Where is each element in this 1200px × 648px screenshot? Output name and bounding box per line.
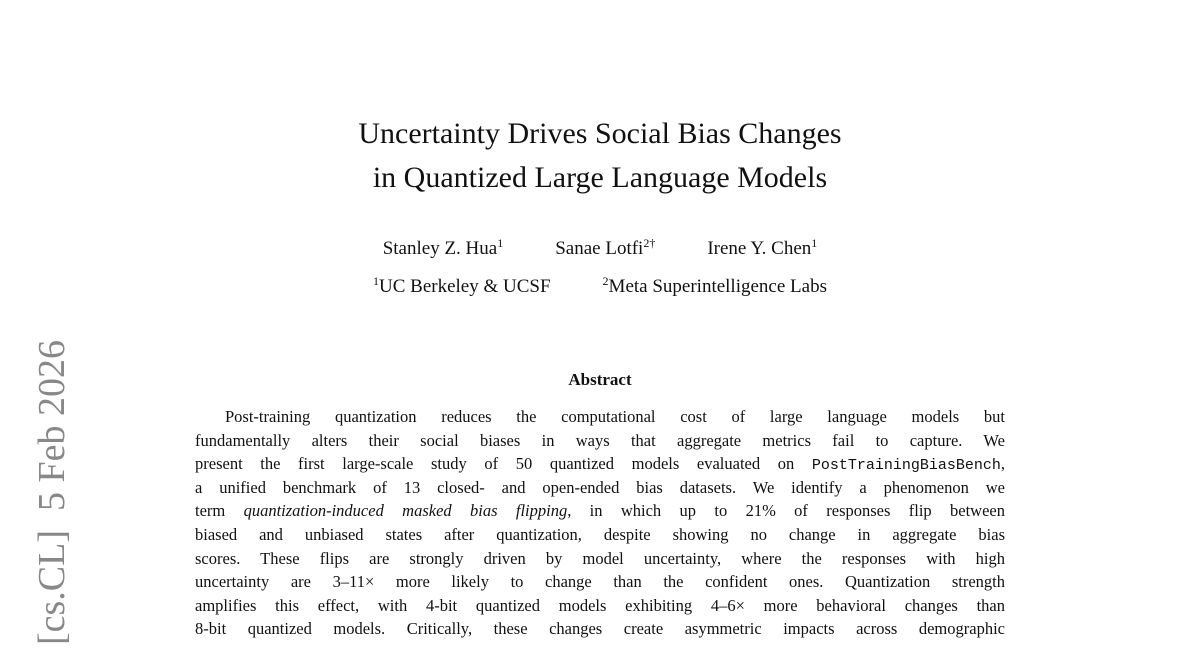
authors: Stanley Z. Hua1 Sanae Lotfi2† Irene Y. Che… xyxy=(0,236,1200,260)
abstract-text: 8-bit quantized models. Critically, thes… xyxy=(195,619,1005,639)
abstract-line: fundamentally alters their social biases… xyxy=(195,429,1005,453)
author: Stanley Z. Hua1 xyxy=(382,236,504,259)
author: Sanae Lotfi2† xyxy=(555,236,656,259)
abstract-text: present the first large-scale study of 5… xyxy=(195,454,812,474)
abstract-line: scores. These flips are strongly driven … xyxy=(195,547,1005,571)
abstract-text: scores. These flips are strongly driven … xyxy=(195,548,1005,568)
abstract-heading: Abstract xyxy=(568,370,632,389)
affiliation-mark: 1 xyxy=(373,274,380,288)
abstract-body: Post-training quantization reduces the c… xyxy=(195,405,1005,641)
author-mark: 2† xyxy=(643,236,656,250)
title-line: in Quantized Large Language Models xyxy=(372,161,828,194)
abstract-text: fundamentally alters their social biases… xyxy=(195,430,1005,450)
abstract-line: 8-bit quantized models. Critically, thes… xyxy=(195,617,1005,641)
abstract-text: , xyxy=(1000,454,1005,474)
abstract-text: Post-training quantization reduces the c… xyxy=(225,407,1005,426)
abstract-line: uncertainty are 3–11× more likely to cha… xyxy=(195,570,1005,594)
affiliation-mark: 2 xyxy=(602,274,609,288)
abstract-text: uncertainty are 3–11× more likely to cha… xyxy=(195,572,1005,592)
abstract-text: quantization-induced masked bias flippin… xyxy=(243,501,568,521)
abstract-line: present the first large-scale study of 5… xyxy=(195,452,1005,476)
affiliation: 2Meta Superintelligence Labs xyxy=(602,274,827,297)
abstract-line: biased and unbiased states after quantiz… xyxy=(195,523,1005,547)
arxiv-stamp: [cs.CL] 5 Feb 2026 xyxy=(31,340,73,645)
abstract-line: a unified benchmark of 13 closed- and op… xyxy=(195,476,1005,500)
abstract-line: Post-training quantization reduces the c… xyxy=(195,405,1005,429)
title: Uncertainty Drives Social Bias Changes i… xyxy=(0,112,1200,200)
abstract-text: , in which up to 21% of responses flip b… xyxy=(567,501,1005,521)
title-line: Uncertainty Drives Social Bias Changes xyxy=(358,117,842,150)
affiliation: 1UC Berkeley & UCSF xyxy=(373,274,551,297)
author-name: Stanley Z. Hua xyxy=(382,238,498,259)
abstract-text: biased and unbiased states after quantiz… xyxy=(195,524,1005,544)
abstract-line: term quantization-induced masked bias fl… xyxy=(195,499,1005,523)
affiliation-name: UC Berkeley & UCSF xyxy=(379,276,551,297)
abstract-text: amplifies this effect, with 4-bit quanti… xyxy=(195,595,1005,615)
abstract-line: amplifies this effect, with 4-bit quanti… xyxy=(195,594,1005,618)
author-name: Irene Y. Chen xyxy=(707,238,812,259)
abstract-text: term xyxy=(195,501,244,521)
abstract-text: PostTrainingBiasBench xyxy=(811,457,1001,475)
affiliations: 1UC Berkeley & UCSF 2Meta Superintelligen… xyxy=(0,274,1200,298)
abstract-text: a unified benchmark of 13 closed- and op… xyxy=(195,477,1005,497)
author-mark: 1 xyxy=(497,236,504,250)
author: Irene Y. Chen1 xyxy=(707,236,818,259)
author-name: Sanae Lotfi xyxy=(555,238,644,259)
affiliation-name: Meta Superintelligence Labs xyxy=(608,276,827,297)
author-mark: 1 xyxy=(811,236,818,250)
